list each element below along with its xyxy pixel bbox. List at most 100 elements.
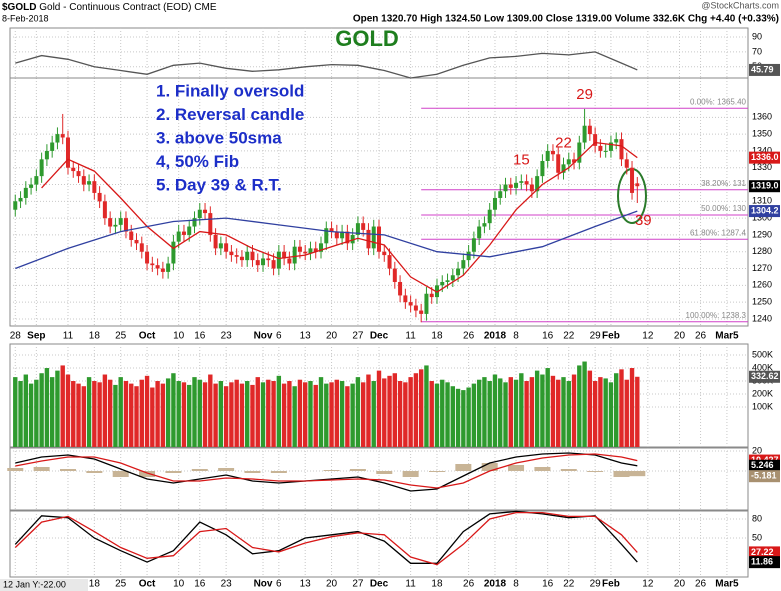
x-tick-label: 26	[463, 579, 475, 590]
candle-body	[498, 191, 503, 198]
candle-body	[424, 293, 429, 314]
candle-body	[113, 224, 118, 227]
histogram-bar	[376, 471, 393, 474]
histogram-bar	[218, 468, 235, 471]
value-tag	[749, 546, 780, 559]
value-tag	[749, 470, 780, 483]
value-tag-label: 11.86	[751, 557, 773, 567]
volume-bar	[71, 381, 76, 447]
candle-body	[239, 256, 244, 261]
candle-body	[535, 176, 540, 192]
x-tick-label: 8	[513, 331, 519, 342]
candle-body	[619, 139, 624, 160]
x-tick-label: 27	[352, 579, 364, 590]
volume-bar	[635, 376, 640, 447]
value-tag-label: 27.22	[751, 547, 774, 557]
x-tick-label: 22	[563, 331, 575, 342]
y-tick-label: 1250	[752, 297, 772, 307]
candle-body	[519, 181, 524, 183]
volume-bar	[339, 381, 345, 447]
volume-bar	[355, 377, 361, 447]
volume-bar	[18, 381, 23, 447]
x-tick-label: 2018	[484, 579, 507, 590]
volume-bar	[208, 374, 213, 447]
volume-bar	[134, 386, 139, 447]
candle-body	[471, 238, 476, 252]
histogram-bar	[323, 470, 340, 471]
value-tag-label: 1319.0	[751, 181, 779, 191]
x-tick-label: 11	[63, 331, 74, 342]
volume-bar	[34, 379, 39, 447]
histogram-bar	[534, 467, 551, 471]
candle-body	[508, 184, 513, 188]
candle-body	[213, 234, 218, 249]
candle-body	[434, 285, 439, 298]
indicator-line	[14, 510, 638, 564]
volume-bar	[292, 386, 297, 447]
x-tick-label: 8	[513, 579, 519, 590]
candle-body	[92, 181, 97, 193]
volume-bar	[513, 379, 519, 447]
candle-body	[197, 209, 202, 219]
candle-body	[23, 187, 28, 198]
x-tick-label: 11	[405, 579, 416, 590]
x-tick-label: 2018	[484, 331, 507, 342]
candle-body	[371, 226, 376, 249]
fib-label: 61.80%: 1287.4	[690, 228, 747, 237]
volume-bar	[345, 386, 350, 447]
candle-body	[524, 181, 529, 185]
brand: @StockCharts.com	[701, 0, 779, 10]
x-tick-label: 26	[463, 331, 475, 342]
volume-bar	[313, 384, 318, 447]
cursor-readout: 12 Jan Y:-22.00	[3, 579, 66, 589]
candle-body	[176, 231, 181, 242]
candle-body	[340, 231, 345, 239]
volume-bar	[197, 379, 202, 447]
x-tick-label: 27	[352, 331, 364, 342]
candle-body	[34, 176, 39, 185]
volume-bar	[392, 373, 398, 447]
volume-bar	[529, 377, 535, 447]
y-tick-label: 1350	[752, 128, 772, 138]
candle-body	[287, 258, 292, 264]
volume-bar	[434, 383, 440, 447]
y-tick-label: 500K	[752, 349, 773, 359]
candle-body	[398, 281, 403, 296]
y-tick-label: 1280	[752, 246, 772, 256]
candle-body	[313, 248, 318, 252]
candle-body	[366, 229, 371, 249]
volume-bar	[582, 361, 587, 447]
candle-body	[603, 150, 608, 152]
volume-bar	[155, 381, 160, 447]
candle-body	[550, 150, 555, 155]
x-tick-label: 10	[173, 579, 185, 590]
candle-body	[203, 209, 208, 214]
fib-label: 50.00%: 130	[701, 204, 746, 213]
candle-body	[218, 243, 223, 249]
volume-bar	[455, 388, 461, 447]
volume-bar	[592, 381, 598, 447]
volume-bar	[440, 379, 445, 447]
candle-body	[392, 268, 397, 282]
value-tag-label: 45.79	[751, 64, 774, 74]
candle-body	[39, 159, 44, 177]
volume-bar	[408, 377, 413, 447]
volume-bar	[519, 373, 524, 447]
x-tick-label: 18	[431, 331, 443, 342]
volume-bar	[44, 368, 50, 447]
x-tick-label: 26	[695, 331, 707, 342]
volume-bar	[181, 382, 187, 447]
y-tick-label: 1360	[752, 112, 772, 122]
candle-body	[324, 228, 329, 244]
volume-bar	[139, 379, 144, 447]
quote: Open 1320.70 High 1324.50 Low 1309.00 Cl…	[353, 14, 779, 25]
note: 2. Reversal candle	[156, 105, 304, 124]
volume-bar	[281, 383, 287, 447]
y-tick-label: 70	[752, 46, 762, 56]
histogram-bar	[455, 464, 472, 471]
y-tick-label: 80	[752, 513, 762, 523]
candle-body	[208, 213, 213, 235]
volume-bar	[245, 381, 250, 447]
candle-body	[566, 159, 571, 165]
y-tick-label: 1310	[752, 196, 772, 206]
